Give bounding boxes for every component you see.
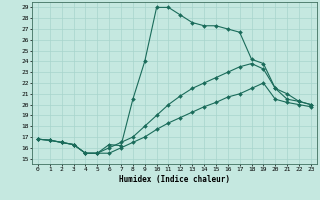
X-axis label: Humidex (Indice chaleur): Humidex (Indice chaleur) <box>119 175 230 184</box>
